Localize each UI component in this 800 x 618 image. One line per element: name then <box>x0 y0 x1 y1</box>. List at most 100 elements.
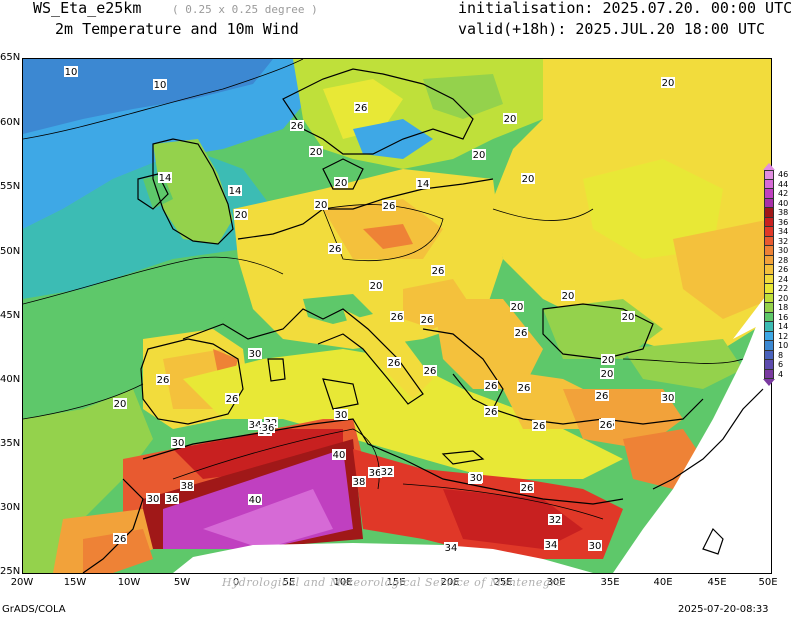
contour-label: 14 <box>228 185 242 197</box>
colorbar-swatch <box>764 322 774 332</box>
model-title: WS_Eta_e25km <box>33 0 142 17</box>
lat-label-35n: 35N <box>0 438 21 449</box>
svg-text:20: 20 <box>370 281 383 292</box>
colorbar-swatch <box>764 331 774 341</box>
colorbar-label: 22 <box>778 284 789 293</box>
svg-text:20: 20 <box>310 147 323 158</box>
svg-text:30: 30 <box>249 349 262 360</box>
colorbar-swatch <box>764 369 774 379</box>
lon-label-15e: 15E <box>386 577 406 588</box>
contour-label: 30 <box>146 493 160 505</box>
svg-text:20: 20 <box>562 291 575 302</box>
contour-label: 14 <box>158 172 172 184</box>
colorbar-swatch <box>764 170 774 180</box>
lon-label-45e: 45E <box>707 577 727 588</box>
lon-label-5w: 5W <box>173 577 191 588</box>
lat-label-40n: 40N <box>0 374 21 385</box>
colorbar-label: 4 <box>778 369 784 379</box>
svg-text:26: 26 <box>596 391 609 402</box>
svg-text:34: 34 <box>545 540 558 551</box>
svg-text:26: 26 <box>518 383 531 394</box>
colorbar-label: 6 <box>778 360 784 369</box>
contour-label: 20 <box>309 146 323 158</box>
svg-text:20: 20 <box>522 174 535 185</box>
contour-label: 26 <box>290 120 304 132</box>
svg-text:20: 20 <box>235 210 248 221</box>
colorbar-label: 36 <box>778 217 789 227</box>
contour-label: 26 <box>520 482 534 494</box>
contour-label: 30 <box>588 540 602 552</box>
footer-timestamp: 2025-07-20-08:33 <box>678 604 769 615</box>
colorbar-swatch <box>764 303 774 313</box>
svg-text:26: 26 <box>226 394 239 405</box>
svg-text:30: 30 <box>662 393 675 404</box>
field-title: 2m Temperature and 10m Wind <box>55 20 299 38</box>
svg-text:20: 20 <box>473 150 486 161</box>
contour-label: 40 <box>248 494 262 506</box>
svg-text:26: 26 <box>383 201 396 212</box>
svg-text:26: 26 <box>485 407 498 418</box>
contour-label: 26 <box>532 420 546 432</box>
lon-label-35e: 35E <box>600 577 620 588</box>
colorbar-label: 14 <box>778 322 789 331</box>
colorbar-label: 24 <box>778 274 789 284</box>
svg-text:26: 26 <box>600 420 613 431</box>
contour-label: 34 <box>444 542 458 554</box>
valid-time: valid(+18h): 2025.JUL.20 18:00 UTC <box>458 20 766 38</box>
lat-label-50n: 50N <box>0 246 21 257</box>
svg-text:26: 26 <box>421 315 434 326</box>
contour-label: 26 <box>423 365 437 377</box>
svg-text:20: 20 <box>335 178 348 189</box>
svg-text:20: 20 <box>315 200 328 211</box>
colorbar-swatch <box>764 341 774 351</box>
contour-label: 30 <box>248 348 262 360</box>
colorbar-label: 34 <box>778 227 789 236</box>
colorbar-label: 46 <box>778 170 789 179</box>
svg-text:36: 36 <box>166 494 179 505</box>
svg-text:10: 10 <box>65 67 78 78</box>
temperature-map: 10 10 20 26 26 20 20 20 14 14 14 20 20 20 26 20 26 26 26 20… <box>22 58 772 574</box>
colorbar-swatch <box>764 360 774 370</box>
svg-text:10: 10 <box>154 80 167 91</box>
contour-label: 26 <box>595 390 609 402</box>
colorbar-swatch <box>764 350 774 360</box>
colorbar-label: 8 <box>778 350 784 360</box>
contour-label: 26 <box>354 102 368 114</box>
contour-label: 36 <box>261 422 275 434</box>
contour-label: 26 <box>382 200 396 212</box>
contour-label: 30 <box>334 409 348 421</box>
svg-text:36: 36 <box>369 468 382 479</box>
lon-label-10w: 10W <box>117 577 141 588</box>
lat-label-45n: 45N <box>0 310 21 321</box>
colorbar-swatch <box>764 293 774 303</box>
svg-text:14: 14 <box>417 179 430 190</box>
colorbar-label: 12 <box>778 331 789 341</box>
lat-label-65n: 65N <box>0 52 21 63</box>
contour-label: 36 <box>368 467 382 479</box>
contour-label: 20 <box>621 311 635 323</box>
svg-text:26: 26 <box>391 312 404 323</box>
resolution-note: ( 0.25 x 0.25 degree ) <box>172 3 318 16</box>
lon-label-15w: 15W <box>63 577 87 588</box>
lon-label-5e: 5E <box>282 577 296 588</box>
watermark-text: Hydrological and Meteorological Service … <box>222 576 564 589</box>
initialisation-time: initialisation: 2025.07.20. 00:00 UTC <box>458 0 793 17</box>
colorbar-label: 18 <box>778 303 789 312</box>
svg-text:26: 26 <box>291 121 304 132</box>
lon-label-30e: 30E <box>546 577 566 588</box>
colorbar-top-arrow <box>763 163 775 170</box>
contour-label: 26 <box>514 327 528 339</box>
colorbar-swatch <box>764 217 774 227</box>
svg-text:26: 26 <box>521 483 534 494</box>
colorbar-swatch <box>764 312 774 322</box>
contour-label: 10 <box>64 66 78 78</box>
contour-label: 20 <box>334 177 348 189</box>
contour-label: 20 <box>314 199 328 211</box>
colorbar-swatch <box>764 284 774 294</box>
colorbar-swatch <box>764 274 774 284</box>
svg-text:26: 26 <box>533 421 546 432</box>
svg-text:40: 40 <box>249 495 262 506</box>
svg-text:14: 14 <box>229 186 242 197</box>
contour-label: 26 <box>225 393 239 405</box>
svg-text:30: 30 <box>172 438 185 449</box>
